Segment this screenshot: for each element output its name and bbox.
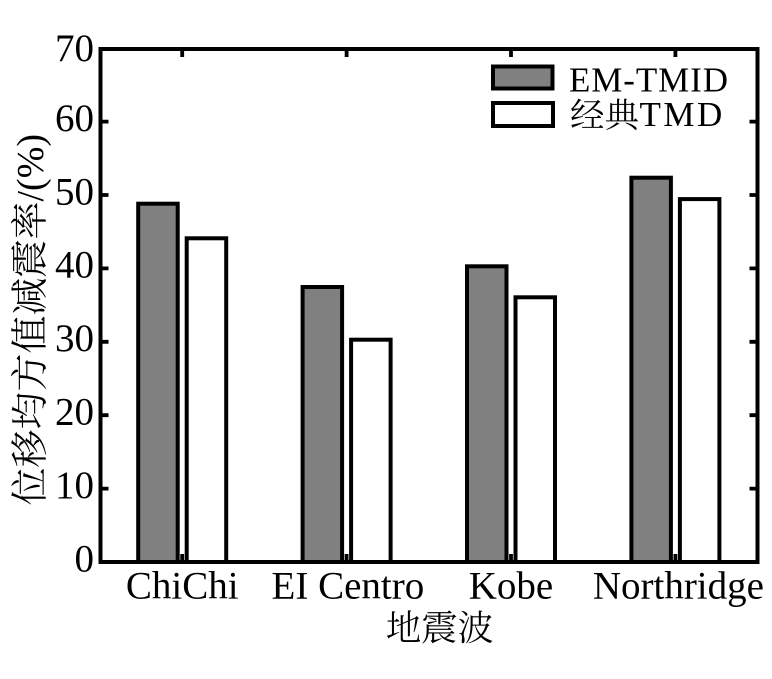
svg-text:20: 20 <box>55 391 94 434</box>
svg-text:0: 0 <box>75 537 95 580</box>
svg-text:60: 60 <box>55 97 94 140</box>
svg-text:Kobe: Kobe <box>469 565 553 608</box>
svg-text:30: 30 <box>55 317 94 360</box>
svg-text:EM-TMID: EM-TMID <box>569 60 729 99</box>
svg-text:10: 10 <box>55 464 94 507</box>
svg-text:EI Centro: EI Centro <box>272 565 425 608</box>
svg-text:TMD: TMD <box>640 95 725 134</box>
svg-text:70: 70 <box>55 27 94 70</box>
svg-text:40: 40 <box>55 244 94 287</box>
svg-text:/(%): /(%) <box>10 134 52 202</box>
svg-text:Northridge: Northridge <box>593 565 764 608</box>
svg-text:ChiChi: ChiChi <box>126 565 239 608</box>
svg-text:50: 50 <box>55 170 94 213</box>
